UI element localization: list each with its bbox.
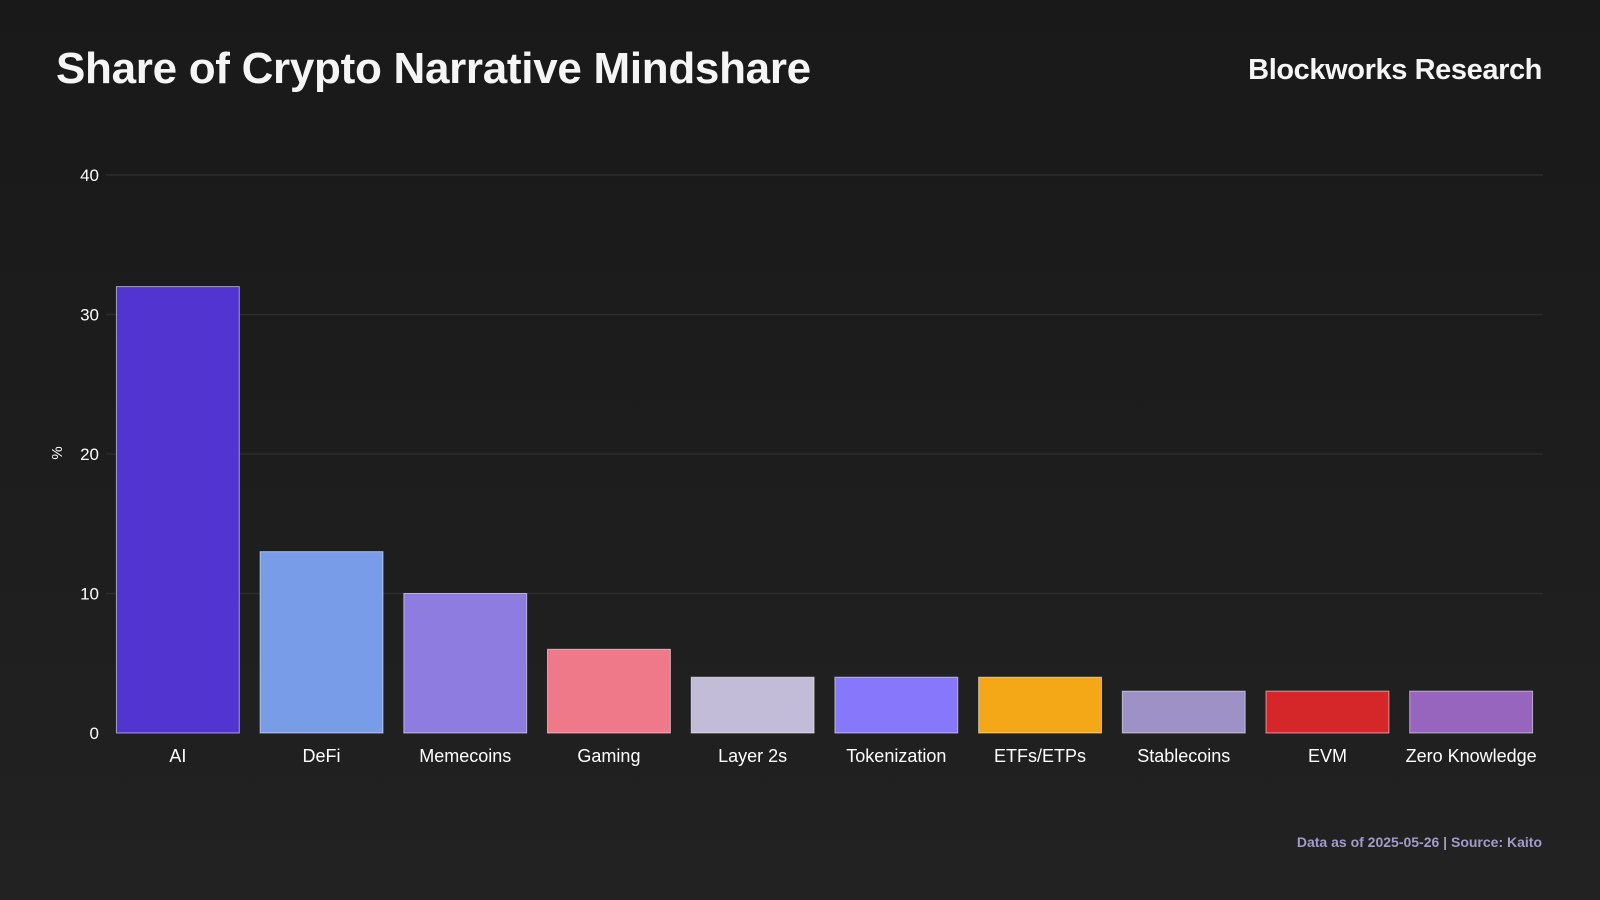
brand-logo-text: Blockworks Research (1248, 54, 1542, 86)
x-category-label: Layer 2s (718, 746, 787, 766)
page-title: Share of Crypto Narrative Mindshare (56, 44, 811, 93)
bar-layer-2s (690, 676, 815, 734)
x-category-label: Memecoins (419, 746, 511, 766)
y-axis-ticks: 0 10 20 30 40 (80, 166, 99, 743)
bar-evm (1265, 690, 1390, 734)
y-tick-label: 10 (80, 585, 99, 604)
bar-memecoins (403, 593, 528, 734)
source-note: Data as of 2025-05-26 | Source: Kaito (1296, 834, 1542, 850)
y-tick-label: 30 (80, 306, 99, 325)
y-axis-label: % (49, 446, 66, 459)
x-category-label: AI (169, 746, 186, 766)
x-axis-labels: AI DeFi Memecoins Gaming Layer 2s Tokenizatio… (169, 746, 1536, 766)
x-category-label: ETFs/ETPs (994, 746, 1086, 766)
bar-stablecoins (1121, 690, 1246, 734)
x-category-label: EVM (1308, 746, 1347, 766)
y-tick-label: 0 (90, 724, 99, 743)
gridlines (106, 174, 1543, 595)
bar-etfs-etps (978, 676, 1102, 734)
bar-ai (115, 286, 240, 734)
bars (115, 286, 1534, 734)
x-category-label: Zero Knowledge (1406, 746, 1537, 766)
bar-tokenization (834, 676, 959, 734)
bar-defi (259, 551, 384, 734)
bar-gaming (547, 648, 671, 734)
x-category-label: Stablecoins (1137, 746, 1230, 766)
bar-zero-knowledge (1409, 690, 1534, 734)
y-tick-label: 20 (80, 445, 99, 464)
x-category-label: Tokenization (846, 746, 946, 766)
x-category-label: DeFi (303, 746, 341, 766)
y-tick-label: 40 (80, 166, 99, 185)
x-category-label: Gaming (577, 746, 640, 766)
